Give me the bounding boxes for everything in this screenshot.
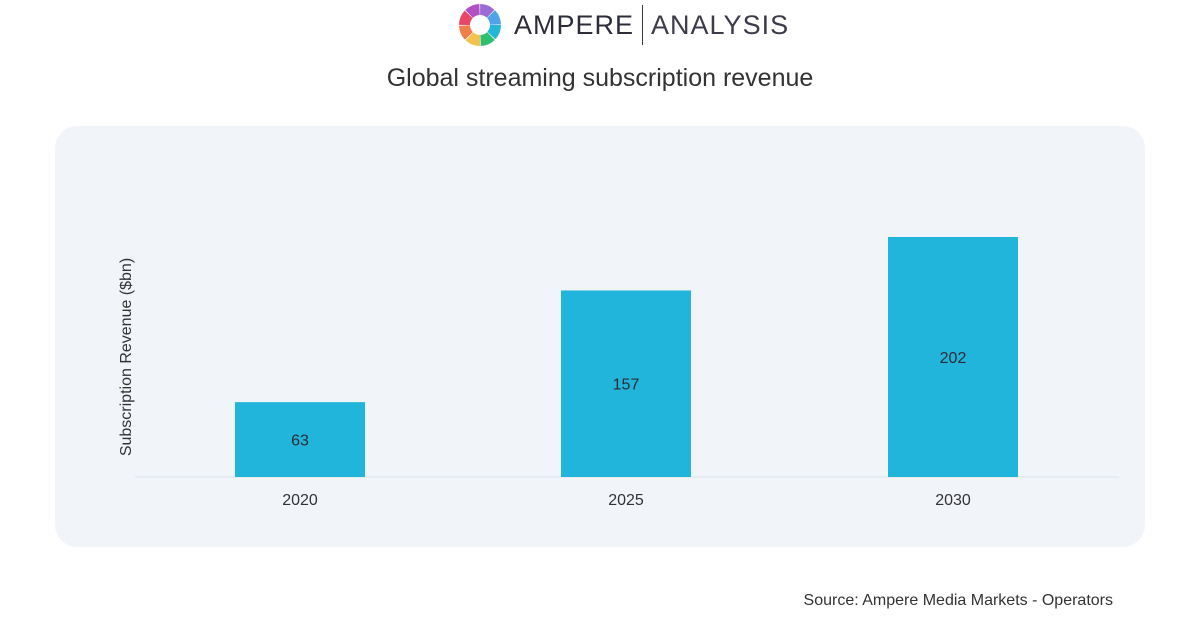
x-tick-label: 2020: [282, 492, 318, 509]
bar-chart: Subscription Revenue ($bn) 63 2020 157 2025 2…: [118, 237, 1119, 509]
brand-header: AMPERE ANALYSIS: [458, 2, 789, 48]
data-label: 157: [613, 377, 640, 394]
data-label: 202: [940, 350, 967, 367]
brand-divider: [642, 5, 644, 45]
brand-name: AMPERE: [514, 9, 635, 40]
source-note: Source: Ampere Media Markets - Operators: [803, 592, 1113, 609]
chart-title: Global streaming subscription revenue: [386, 64, 814, 92]
chart-panel: Subscription Revenue ($bn) 63 2020 157 2025 2…: [55, 126, 1145, 547]
ampere-ring-logo-icon: [459, 4, 501, 46]
x-tick-label: 2030: [935, 492, 971, 509]
y-axis-label: Subscription Revenue ($bn): [118, 258, 135, 456]
bar-2030: [888, 237, 1018, 477]
bar-2025: [561, 290, 691, 477]
x-tick-label: 2025: [608, 492, 644, 509]
logo-segment: [459, 4, 501, 46]
brand-subname: ANALYSIS: [651, 9, 790, 40]
data-label: 63: [291, 433, 309, 450]
bar-2020: [235, 402, 365, 477]
